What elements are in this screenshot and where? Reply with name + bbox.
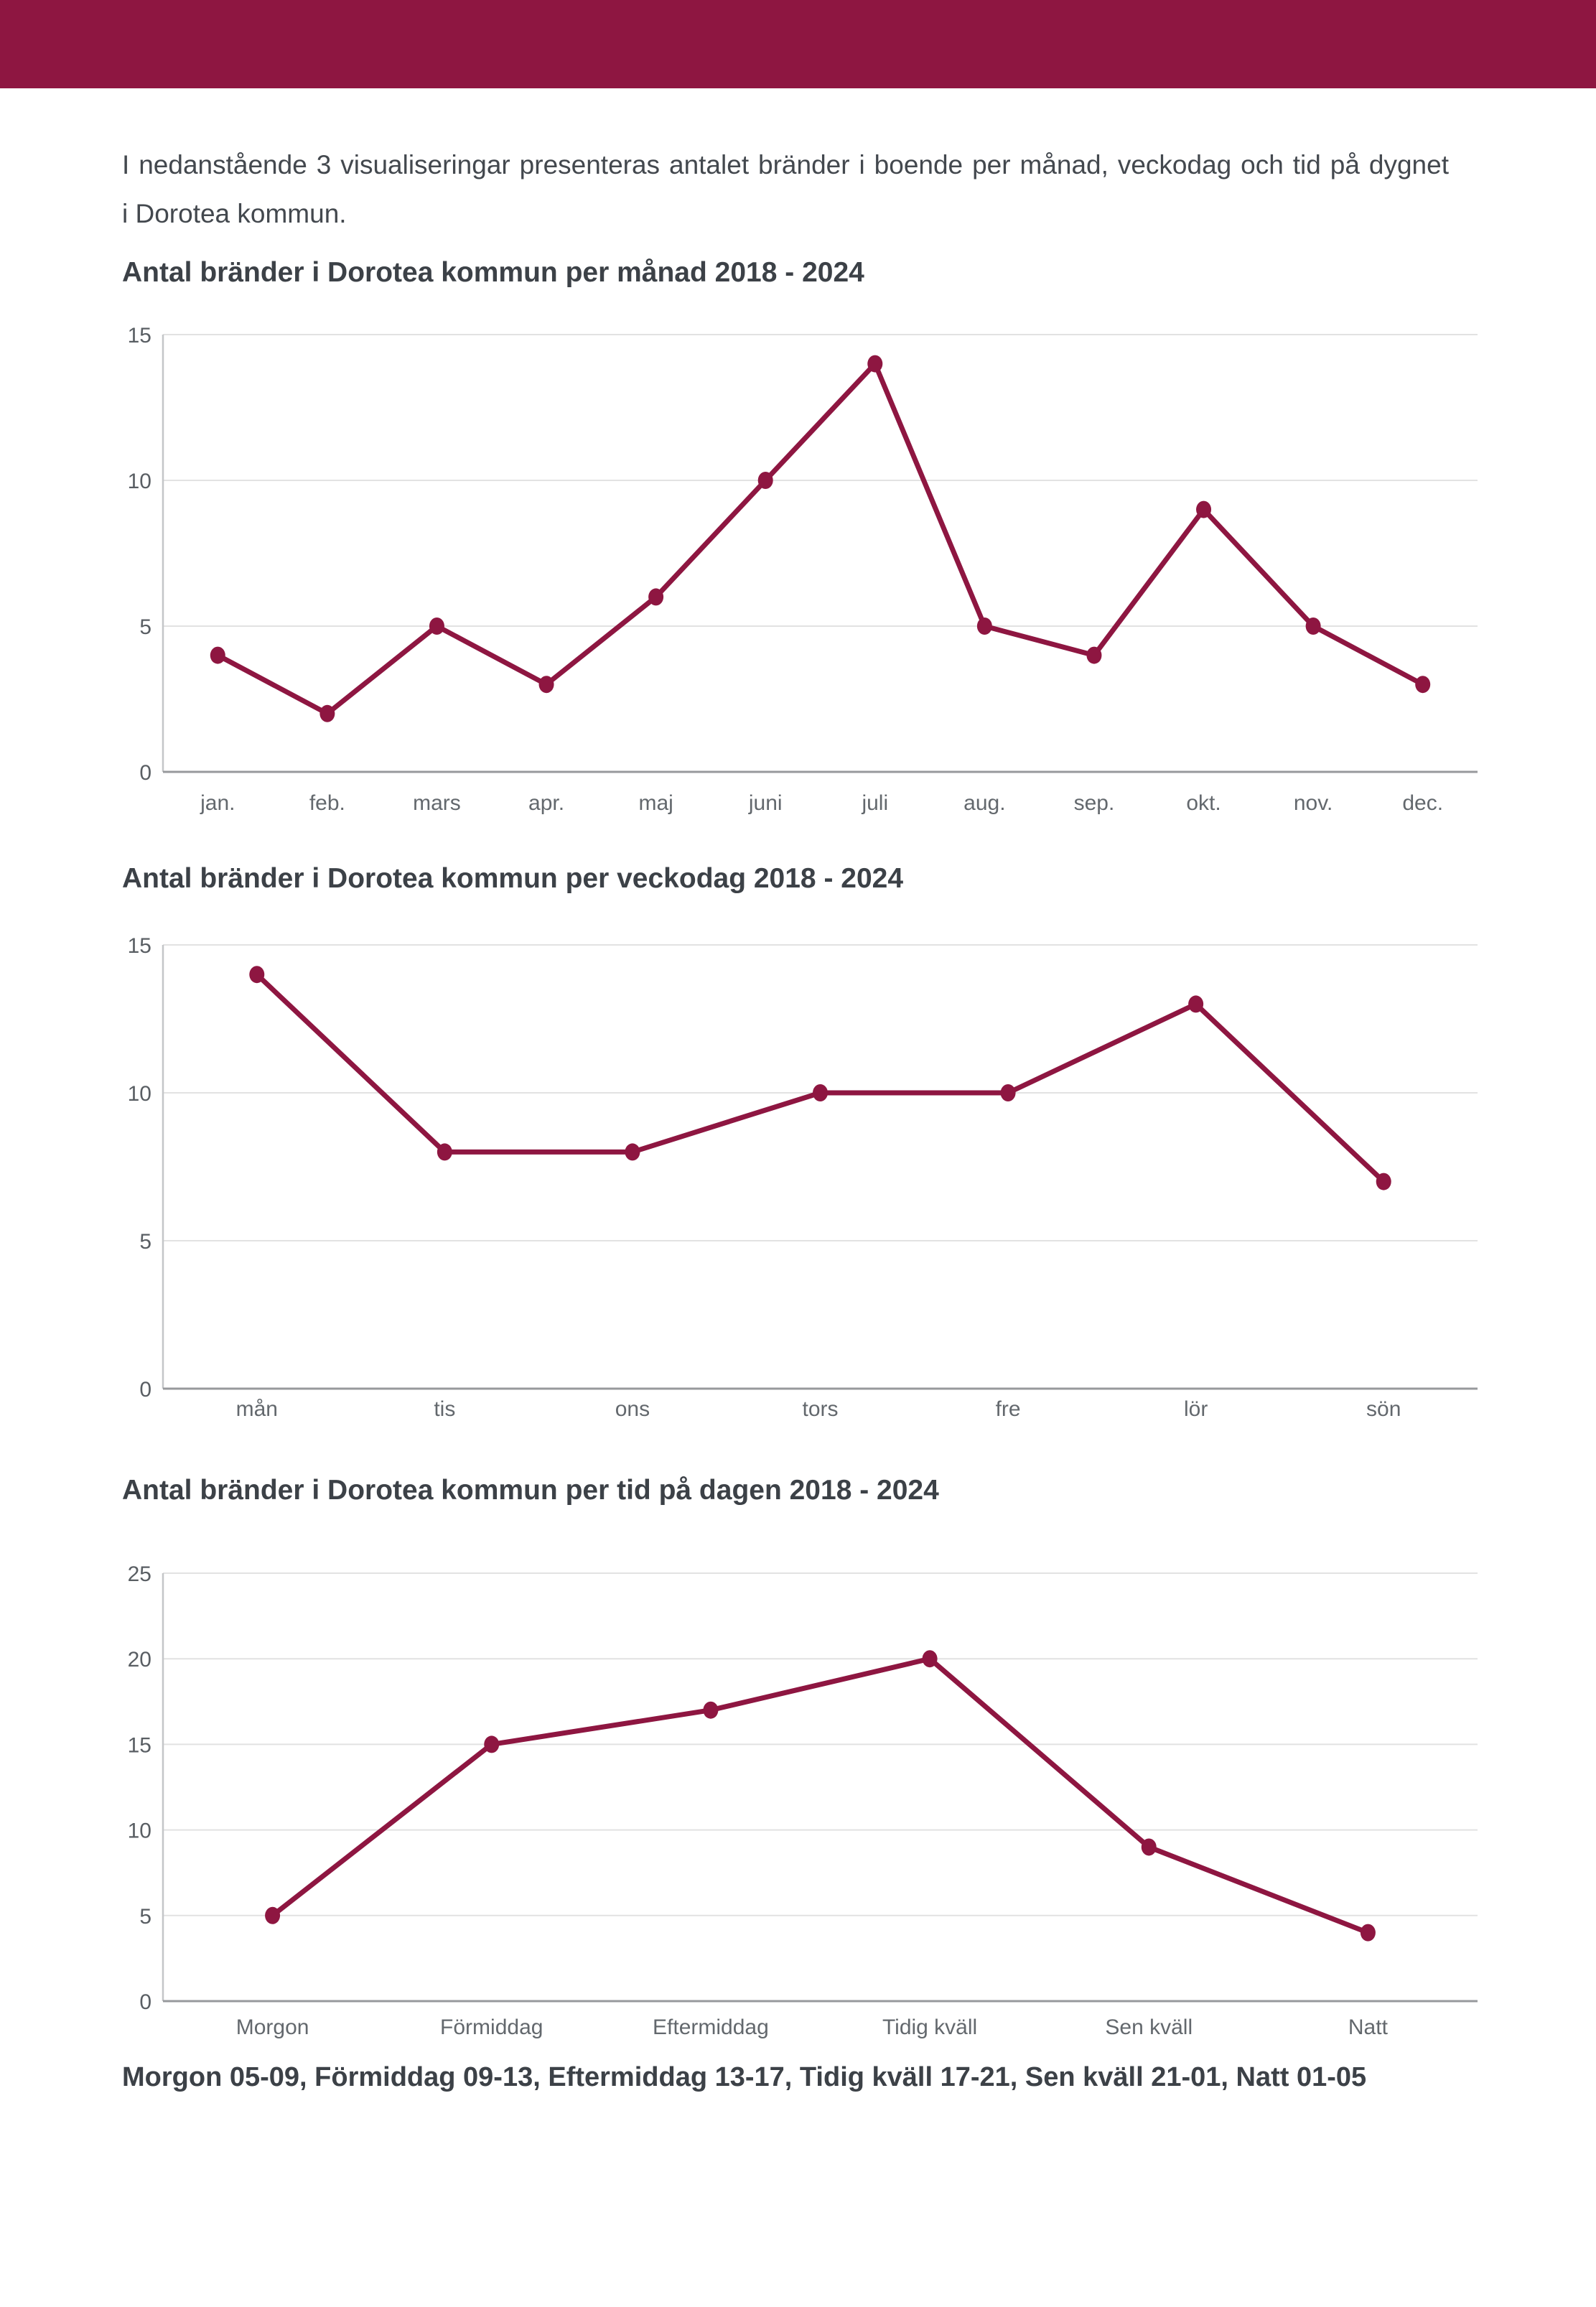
y-tick-label: 0 [139,1378,151,1402]
intro-paragraph: I nedanstående 3 visualiseringar present… [122,141,1449,238]
data-point [265,1906,281,1924]
data-point [1196,500,1212,518]
header-bar [0,0,1596,88]
line-chart-svg: 0 5 10 15 mån tis ons tors fre lör sön [128,934,1478,1421]
x-category-label: mån [236,1397,278,1421]
time-ranges-note: Morgon 05-09, Förmiddag 09-13, Eftermidd… [122,2062,1367,2092]
data-point [922,1650,938,1668]
data-point [1376,1173,1391,1190]
y-tick-label: 0 [139,761,151,785]
x-category-label: mars [413,791,461,815]
weekday-fires-line-chart: 0 5 10 15 mån tis ons tors fre lör sön [79,902,1515,1437]
y-tick-label: 5 [139,1230,151,1254]
y-tick-label: 10 [128,1819,151,1843]
time-of-day-fires-line-chart: 0 5 10 15 20 25 Morgon Förmiddag Eftermiddag Tidi… [79,1522,1515,2057]
x-category-label: nov. [1294,791,1333,815]
x-category-label: juli [861,791,888,815]
series-line [270,1656,1371,1936]
x-category-label: Tidig kväll [882,2015,977,2039]
x-category-label: maj [638,791,673,815]
y-tick-label: 15 [128,324,151,348]
x-category-label: Eftermiddag [653,2015,769,2039]
line-chart-svg: 0 5 10 15 20 25 Morgon Förmiddag Eftermiddag Tidi… [128,1562,1478,2039]
x-category-label: Natt [1348,2015,1389,2039]
series-line [254,971,1386,1185]
x-category-label: jan. [200,791,235,815]
data-point [1086,646,1102,664]
x-category-label: lör [1184,1397,1208,1421]
x-category-label: juni [748,791,783,815]
intro-line-1: I nedanstående 3 visualiseringar present… [122,150,1449,180]
y-tick-label: 15 [128,1733,151,1757]
y-tick-label: 25 [128,1562,151,1586]
data-point [757,472,773,489]
y-tick-label: 20 [128,1648,151,1672]
data-point [1305,617,1321,635]
chart-title-weekday: Antal bränder i Dorotea kommun per vecko… [122,863,904,894]
y-tick-label: 10 [128,1082,151,1106]
data-point [1415,676,1431,694]
chart-title-time-of-day: Antal bränder i Dorotea kommun per tid p… [122,1475,939,1506]
x-category-label: tors [802,1397,838,1421]
y-tick-label: 0 [139,1990,151,2014]
data-point [1141,1838,1157,1856]
data-point [210,646,225,664]
y-tick-label: 5 [139,615,151,639]
series-line [215,361,1426,717]
x-category-label: Sen kväll [1105,2015,1193,2039]
x-category-label: feb. [309,791,345,815]
y-tick-label: 10 [128,470,151,493]
data-point [648,588,664,606]
y-tick-label: 15 [128,934,151,958]
data-point [867,355,883,373]
x-category-label: Förmiddag [440,2015,543,2039]
data-point [249,966,265,984]
x-category-label: fre [996,1397,1021,1421]
data-point [1360,1924,1376,1942]
data-point [429,617,444,635]
x-category-label: tis [434,1397,455,1421]
data-point [1188,995,1204,1013]
y-tick-label: 5 [139,1905,151,1929]
data-point [976,617,992,635]
data-point [703,1701,719,1719]
data-point [437,1143,452,1161]
x-category-label: sön [1366,1397,1401,1421]
x-category-label: okt. [1186,791,1221,815]
data-point [484,1735,500,1753]
data-point [1000,1084,1016,1101]
x-category-label: dec. [1402,791,1443,815]
monthly-fires-line-chart: 0 5 10 15 jan. feb. mars apr. maj juni juli aug. sep… [79,309,1515,844]
data-point [625,1143,640,1161]
chart-title-monthly: Antal bränder i Dorotea kommun per månad… [122,257,864,288]
x-category-label: sep. [1074,791,1115,815]
data-point [538,676,554,694]
data-point [319,704,335,722]
x-category-label: Morgon [236,2015,309,2039]
x-category-label: apr. [528,791,564,815]
intro-line-2: i Dorotea kommun. [122,199,347,228]
x-category-label: aug. [963,791,1005,815]
line-chart-svg: 0 5 10 15 jan. feb. mars apr. maj juni juli aug. sep… [128,324,1478,815]
data-point [813,1084,828,1101]
x-category-label: ons [615,1397,650,1421]
